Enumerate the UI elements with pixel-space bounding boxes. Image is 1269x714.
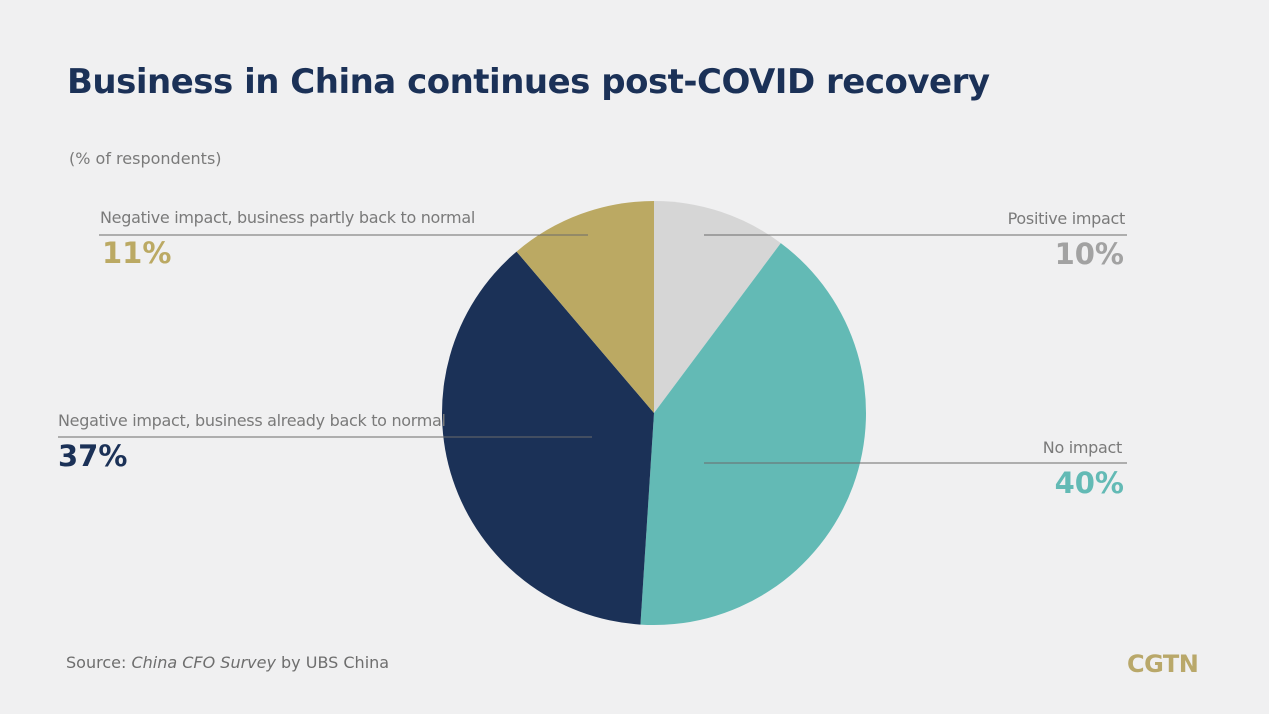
slice-value-no-impact: 40% bbox=[1054, 466, 1124, 500]
chart-title: Business in China continues post-COVID r… bbox=[67, 62, 990, 102]
cgtn-logo: CGTN bbox=[1127, 650, 1199, 678]
source-note: Source: China CFO Survey by UBS China bbox=[66, 653, 389, 672]
slice-value-negative-already-back: 37% bbox=[58, 439, 128, 473]
pie-slice-negative-impact-business-already-back-to-normal bbox=[441, 251, 654, 625]
pie-slice-no-impact bbox=[640, 243, 867, 626]
slice-label-no-impact: No impact bbox=[1042, 438, 1123, 457]
slice-label-negative-partly-back: Negative impact, business partly back to… bbox=[100, 208, 475, 227]
slice-value-negative-partly-back: 11% bbox=[102, 236, 172, 270]
chart-subtitle: (% of respondents) bbox=[69, 149, 222, 168]
slice-label-positive-impact: Positive impact bbox=[1007, 209, 1126, 228]
pie-slices bbox=[441, 201, 867, 626]
leader-lines bbox=[58, 234, 1127, 464]
slice-label-negative-already-back: Negative impact, business already back t… bbox=[58, 411, 446, 430]
source-prefix: Source: bbox=[66, 653, 132, 672]
pie-slice-positive-impact bbox=[654, 201, 781, 413]
pie-slice-negative-impact-business-partly-back-to-normal bbox=[516, 201, 654, 413]
source-suffix: by UBS China bbox=[275, 653, 390, 672]
slice-value-positive-impact: 10% bbox=[1054, 237, 1124, 271]
source-publication: China CFO Survey bbox=[131, 653, 276, 672]
